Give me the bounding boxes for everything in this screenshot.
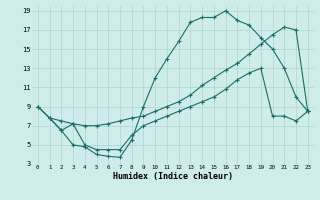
X-axis label: Humidex (Indice chaleur): Humidex (Indice chaleur) [113,172,233,181]
